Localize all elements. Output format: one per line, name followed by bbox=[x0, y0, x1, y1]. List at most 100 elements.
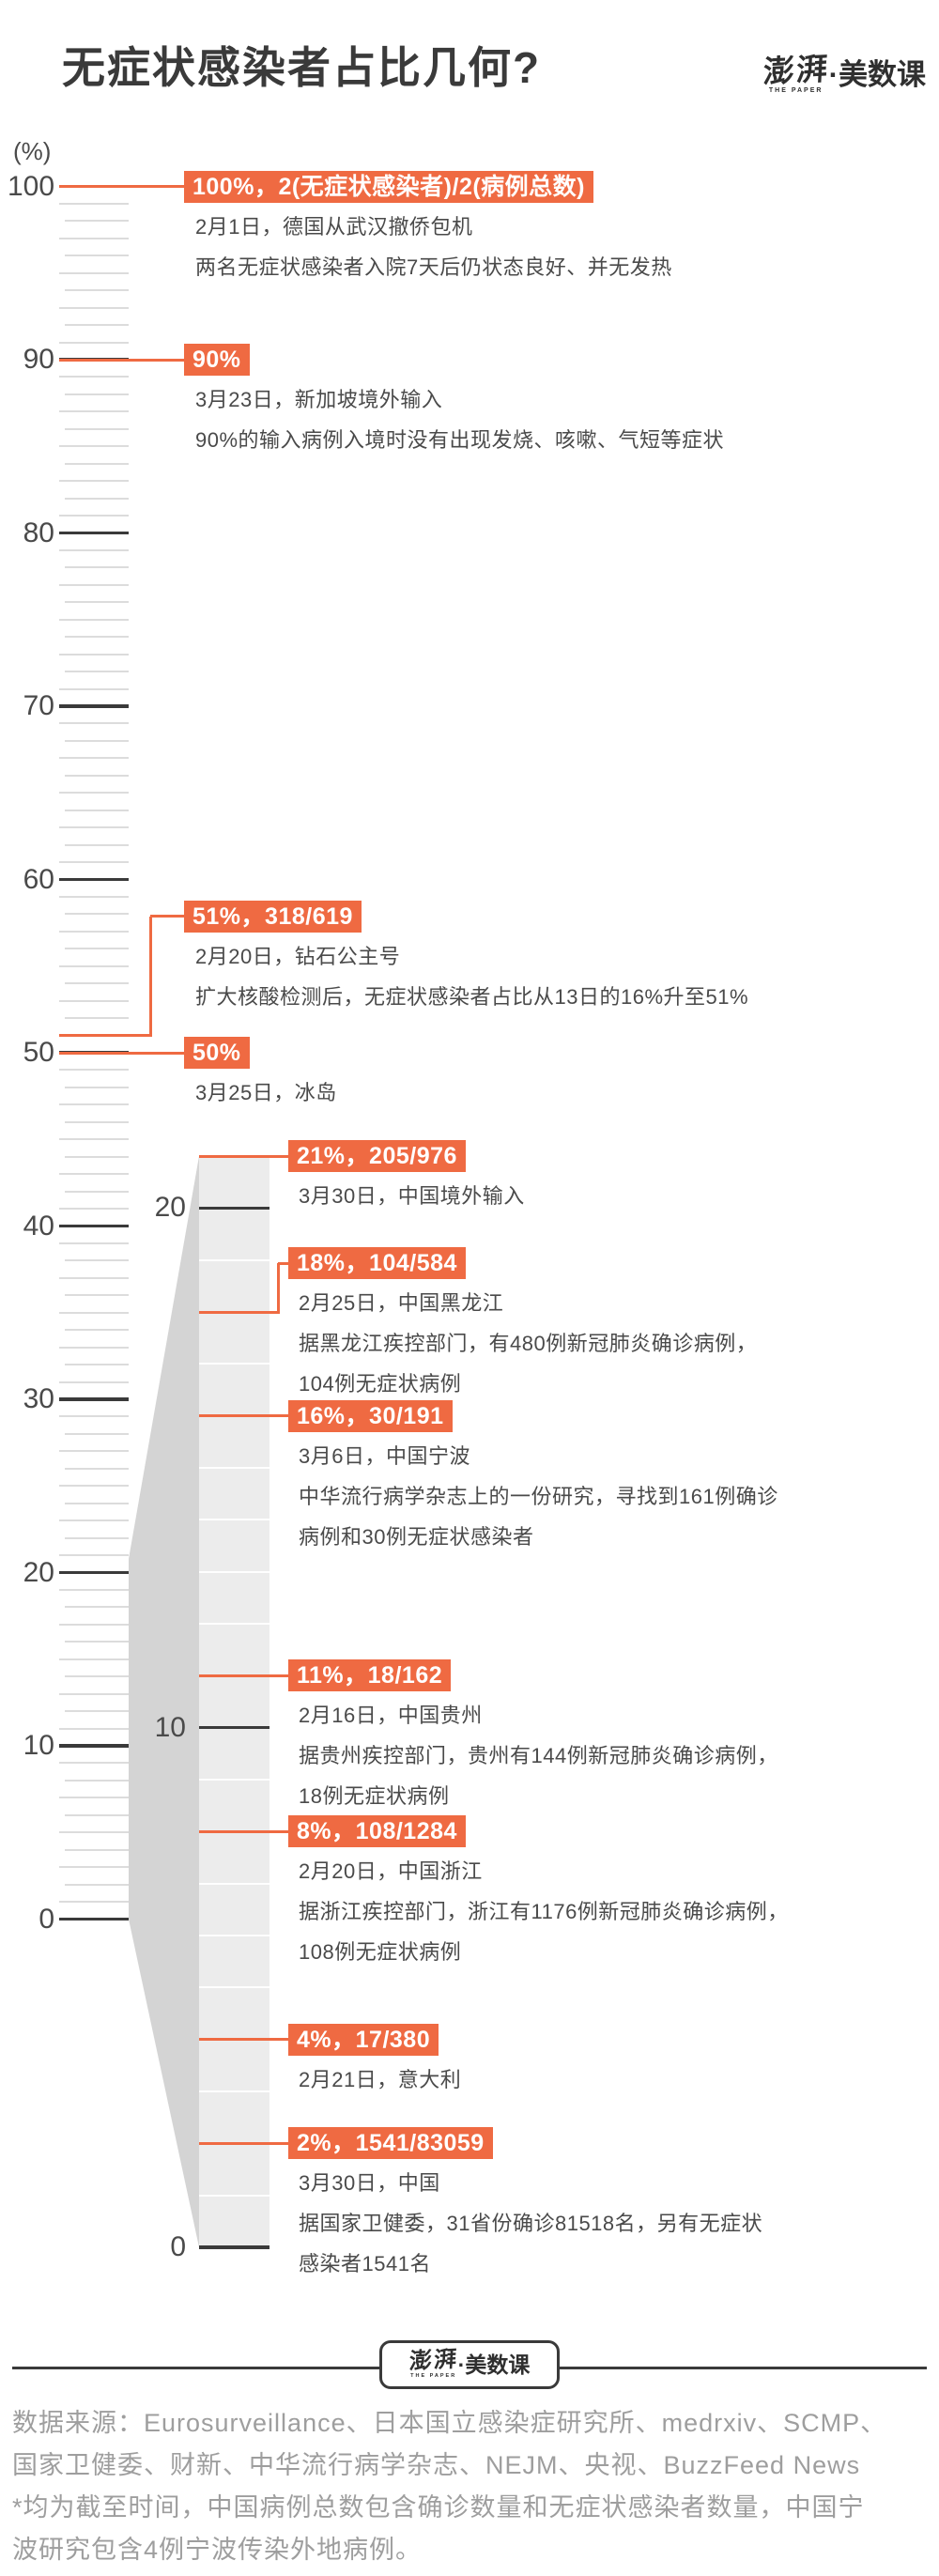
annotation-note-line: 病例和30例无症状感染者 bbox=[299, 1524, 534, 1549]
annotation-note: 3月6日，中国宁波中华流行病学杂志上的一份研究，寻找到161例确诊 病例和30例无… bbox=[299, 1436, 778, 1557]
inset-minor-tick bbox=[199, 2194, 269, 2197]
annotation-badge: 16%，30/191 bbox=[288, 1399, 453, 1432]
inset-minor-tick bbox=[199, 1467, 269, 1470]
brand-zh-text: 澎湃 bbox=[762, 51, 830, 89]
main-axis-minor-tick bbox=[65, 1467, 129, 1470]
main-axis-tick-label: 90 bbox=[23, 344, 54, 375]
main-axis-minor-tick bbox=[59, 1831, 129, 1834]
main-axis-minor-tick bbox=[65, 289, 129, 292]
main-axis-minor-tick bbox=[59, 445, 129, 448]
annotation-badge: 8%，108/1284 bbox=[288, 1815, 466, 1848]
annotation-connector-line bbox=[276, 1263, 280, 1314]
brand-logo-top: 澎湃 THE PAPER ·美数课 bbox=[762, 51, 926, 94]
annotation-note-line: 据贵州疾控部门，贵州有144例新冠肺炎确诊病例， bbox=[299, 1744, 778, 1768]
main-axis-tick-label: 40 bbox=[23, 1210, 54, 1242]
annotation-badge: 90% bbox=[184, 344, 250, 376]
main-axis-major-tick bbox=[59, 1224, 129, 1228]
inset-tick-label: 0 bbox=[170, 2231, 186, 2262]
main-axis-minor-tick bbox=[59, 1069, 129, 1072]
source-line: 波研究包含4例宁波传染外地病例。 bbox=[12, 2536, 423, 2564]
source-line: 数据来源：Eurosurveillance、日本国立感染症研究所、medrxiv… bbox=[12, 2409, 887, 2437]
annotation-note-line: 2月21日，意大利 bbox=[299, 2067, 462, 2091]
main-axis-minor-tick bbox=[65, 1294, 129, 1297]
annotation-connector-line bbox=[199, 1414, 288, 1418]
annotation-note-line: 108例无症状病例 bbox=[299, 1940, 462, 1965]
inset-minor-tick bbox=[199, 1623, 269, 1626]
main-axis-minor-tick bbox=[59, 1276, 129, 1279]
annotation-note-line: 中华流行病学杂志上的一份研究，寻找到161例确诊 bbox=[299, 1484, 778, 1508]
main-axis-minor-tick bbox=[59, 515, 129, 517]
inset-minor-tick bbox=[199, 2090, 269, 2092]
main-axis-minor-tick bbox=[65, 774, 129, 777]
main-axis-minor-tick bbox=[59, 1311, 129, 1314]
annotation-note-line: 据国家卫健委，31省份确诊81518名，另有无症状 bbox=[299, 2212, 763, 2236]
annotation-note-line: 3月6日，中国宁波 bbox=[299, 1443, 470, 1468]
annotation-badge: 18%，104/584 bbox=[288, 1247, 466, 1280]
main-axis-minor-tick bbox=[65, 982, 129, 985]
annotation-note: 2月1日，德国从武汉撤侨包机 两名无症状感染者入院7天后仍状态良好、并无发热 bbox=[195, 207, 672, 287]
annotation-connector-line bbox=[59, 1034, 152, 1038]
main-axis-minor-tick bbox=[59, 722, 129, 725]
brand-en-text: THE PAPER bbox=[768, 87, 824, 94]
annotation-badge: 100%，2(无症状感染者)/2(病例总数) bbox=[184, 170, 593, 203]
main-axis-minor-tick bbox=[59, 1658, 129, 1660]
main-axis-minor-tick bbox=[65, 1641, 129, 1643]
main-axis-minor-tick bbox=[59, 1692, 129, 1695]
main-axis-major-tick bbox=[59, 1570, 129, 1575]
brand-zh-text: 澎湃 bbox=[408, 2346, 459, 2375]
annotation-connector-line bbox=[150, 915, 184, 918]
main-axis-minor-tick bbox=[65, 1813, 129, 1816]
annotation-note-line: 2月16日，中国贵州 bbox=[299, 1704, 483, 1728]
annotation-note: 2月25日，中国黑龙江 据黑龙江疾控部门，有480例新冠肺炎确诊病例， 104例无症… bbox=[299, 1283, 757, 1404]
main-axis-minor-tick bbox=[65, 1155, 129, 1158]
main-axis-tick-label: 80 bbox=[23, 517, 54, 548]
main-axis-major-tick bbox=[59, 704, 129, 708]
brand-logo-mark: 澎湃 THE PAPER bbox=[408, 2346, 459, 2380]
inset-major-tick bbox=[199, 2245, 269, 2249]
brand-logo-mark: 澎湃 THE PAPER bbox=[762, 51, 830, 94]
main-axis-major-tick bbox=[59, 1744, 129, 1748]
annotation-note-line: 104例无症状病例 bbox=[299, 1372, 462, 1396]
inset-major-tick bbox=[199, 1725, 269, 1730]
inset-band-strip bbox=[199, 1156, 269, 2249]
inset-minor-tick bbox=[199, 1363, 269, 1365]
main-axis-minor-tick bbox=[59, 1727, 129, 1730]
main-axis-minor-tick bbox=[65, 809, 129, 811]
main-axis-minor-tick bbox=[59, 1866, 129, 1869]
main-axis-tick-label: 60 bbox=[23, 863, 54, 895]
main-axis-minor-tick bbox=[59, 1554, 129, 1557]
main-axis-minor-tick bbox=[65, 636, 129, 639]
brand-logo-footer: 澎湃 THE PAPER ·美数课 bbox=[379, 2340, 560, 2389]
main-axis-minor-tick bbox=[65, 843, 129, 846]
inset-minor-tick bbox=[199, 1935, 269, 1936]
inset-minor-tick bbox=[199, 1519, 269, 1521]
main-axis-major-tick bbox=[59, 531, 129, 535]
main-axis-minor-tick bbox=[65, 1848, 129, 1851]
main-axis-minor-tick bbox=[65, 1190, 129, 1193]
inset-major-tick bbox=[199, 1206, 269, 1211]
annotation-note-line: 3月23日，新加坡境外输入 bbox=[195, 388, 443, 411]
main-axis-minor-tick bbox=[59, 1450, 129, 1453]
annotation-badge: 21%，205/976 bbox=[288, 1140, 466, 1173]
inset-tick-label: 10 bbox=[154, 1711, 186, 1743]
main-axis-minor-tick bbox=[59, 202, 129, 205]
annotation-badge: 50% bbox=[184, 1037, 250, 1069]
main-axis-minor-tick bbox=[65, 1432, 129, 1435]
main-axis-minor-tick bbox=[65, 948, 129, 950]
annotation-connector-line bbox=[148, 916, 152, 1038]
main-axis-minor-tick bbox=[59, 583, 129, 586]
main-axis-minor-tick bbox=[59, 1519, 129, 1522]
annotation-note: 2月20日，钻石公主号 扩大核酸检测后，无症状感染者占比从13日的16%升至51% bbox=[195, 936, 748, 1017]
main-axis-minor-tick bbox=[59, 1138, 129, 1141]
main-axis-minor-tick bbox=[59, 341, 129, 344]
main-axis-minor-tick bbox=[59, 1381, 129, 1383]
main-axis-minor-tick bbox=[59, 895, 129, 898]
main-axis-minor-tick bbox=[65, 671, 129, 673]
annotation-note-line: 据黑龙江疾控部门，有480例新冠肺炎确诊病例， bbox=[299, 1332, 758, 1356]
main-axis-major-tick bbox=[59, 1397, 129, 1401]
brand-en-text: THE PAPER bbox=[410, 2373, 457, 2380]
main-axis-minor-tick bbox=[59, 1797, 129, 1799]
annotation-connector-line bbox=[199, 1674, 288, 1677]
main-axis-minor-tick bbox=[59, 826, 129, 829]
annotation-badge: 4%，17/380 bbox=[288, 2023, 439, 2056]
